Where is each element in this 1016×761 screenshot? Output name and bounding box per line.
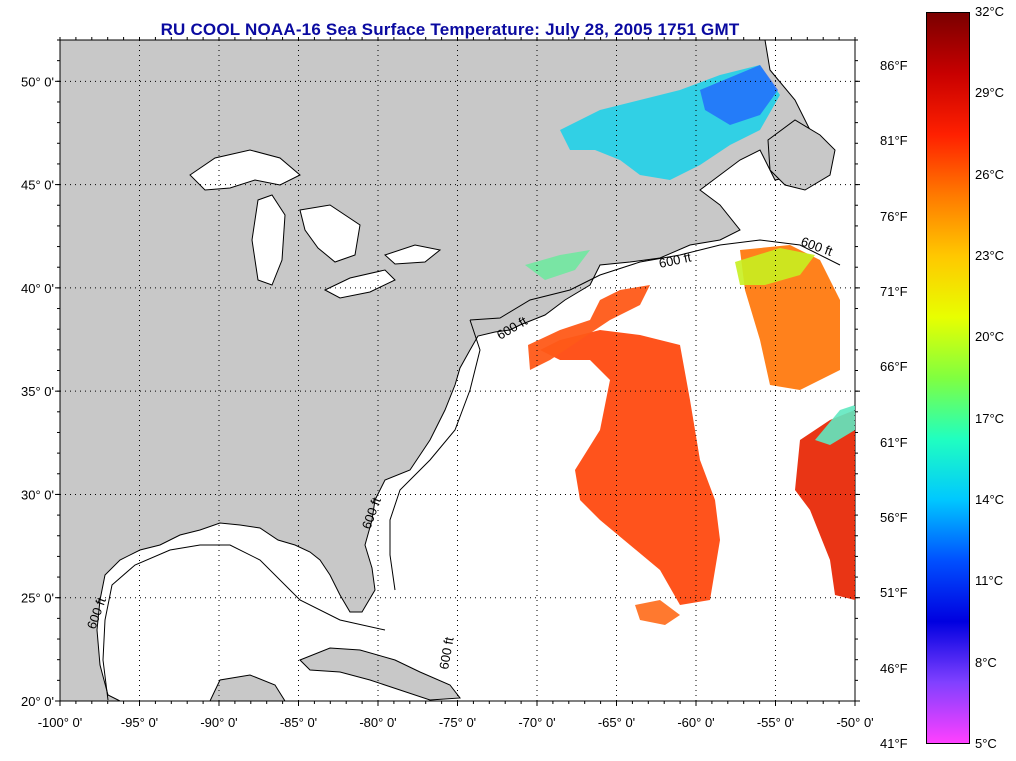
contour-label: 600 ft (436, 636, 456, 671)
lon-tick-label: -65° 0' (598, 715, 635, 730)
lake-huron (299, 204, 361, 263)
sst-gulf-maine (525, 250, 590, 280)
lon-tick-label: -70° 0' (518, 715, 555, 730)
lon-tick-label: -55° 0' (757, 715, 794, 730)
colorbar-fahrenheit-label: 46°F (880, 660, 908, 676)
cuba-land (299, 647, 461, 701)
colorbar-celsius-label: 8°C (975, 654, 997, 670)
lon-tick-label: -80° 0' (359, 715, 396, 730)
sst-gulf-st-lawrence-warm (700, 65, 778, 125)
sst-swath-southeast-cool (815, 405, 855, 445)
lat-tick-label: 45° 0' (21, 178, 54, 193)
temperature-colorbar (926, 12, 970, 744)
contour-label: 600 ft (658, 249, 693, 271)
lat-tick-label: 50° 0' (21, 74, 54, 89)
colorbar-fahrenheit-label: 41°F (880, 736, 908, 751)
colorbar-celsius-label: 29°C (975, 85, 1005, 101)
sst-patch-florida-north (528, 285, 650, 370)
colorbar-fahrenheit-label: 61°F (880, 434, 908, 450)
colorbar-celsius-label: 23°C (975, 248, 1005, 263)
lat-tick-label: 25° 0' (21, 591, 54, 606)
colorbar-celsius-label: 5°C (975, 736, 997, 751)
axes: -100° 0' -95° 0' -90° 0' -85° 0' -80° 0' -75°… (21, 37, 874, 730)
colorbar-celsius-label: 11°C (975, 573, 1004, 589)
sst-swath-gulf-stream (540, 330, 720, 605)
sst-patch-sargasso (635, 600, 680, 625)
colorbar-fahrenheit-label: 81°F (880, 133, 908, 149)
lake-ontario (384, 244, 442, 265)
lon-tick-label: -60° 0' (677, 715, 714, 730)
lake-superior (189, 149, 301, 191)
lon-tick-label: -75° 0' (439, 715, 476, 730)
colorbar-fahrenheit-label: 56°F (880, 510, 908, 525)
lat-tick-label: 20° 0' (21, 694, 54, 709)
colorbar-celsius-label: 26°C (975, 166, 1005, 182)
colorbar-celsius-label: 14°C (975, 492, 1005, 507)
contour-600ft (102, 239, 841, 701)
map-title: RU COOL NOAA-16 Sea Surface Temperature:… (160, 20, 740, 39)
lat-tick-label: 40° 0' (21, 281, 54, 296)
colorbar-fahrenheit-label: 66°F (880, 359, 908, 375)
lake-michigan (251, 194, 286, 286)
lon-tick-label: -95° 0' (121, 715, 158, 730)
colorbar-fahrenheit-label: 76°F (880, 208, 908, 224)
colorbar-fahrenheit-label: 71°F (880, 284, 908, 299)
colorbar-celsius-label: 32°C (975, 4, 1005, 19)
colorbar-fahrenheit-label: 51°F (880, 585, 908, 601)
lon-tick-label: -85° 0' (280, 715, 317, 730)
sst-swath-east-top (735, 248, 815, 285)
north-america-land (60, 40, 816, 701)
colorbar-celsius-label: 20°C (975, 329, 1005, 345)
lat-tick-label: 35° 0' (21, 384, 54, 399)
sst-swath-southeast (795, 410, 855, 600)
lon-tick-label: -90° 0' (200, 715, 237, 730)
colorbar-fahrenheit-label: 86°F (880, 58, 908, 73)
lon-tick-label: -100° 0' (38, 715, 83, 730)
lat-tick-label: 30° 0' (21, 487, 54, 502)
graticule (60, 40, 855, 701)
lon-tick-label: -50° 0' (836, 715, 873, 730)
yucatan-land (209, 674, 286, 701)
colorbar-celsius-label: 17°C (975, 410, 1005, 426)
lake-erie (323, 269, 396, 299)
